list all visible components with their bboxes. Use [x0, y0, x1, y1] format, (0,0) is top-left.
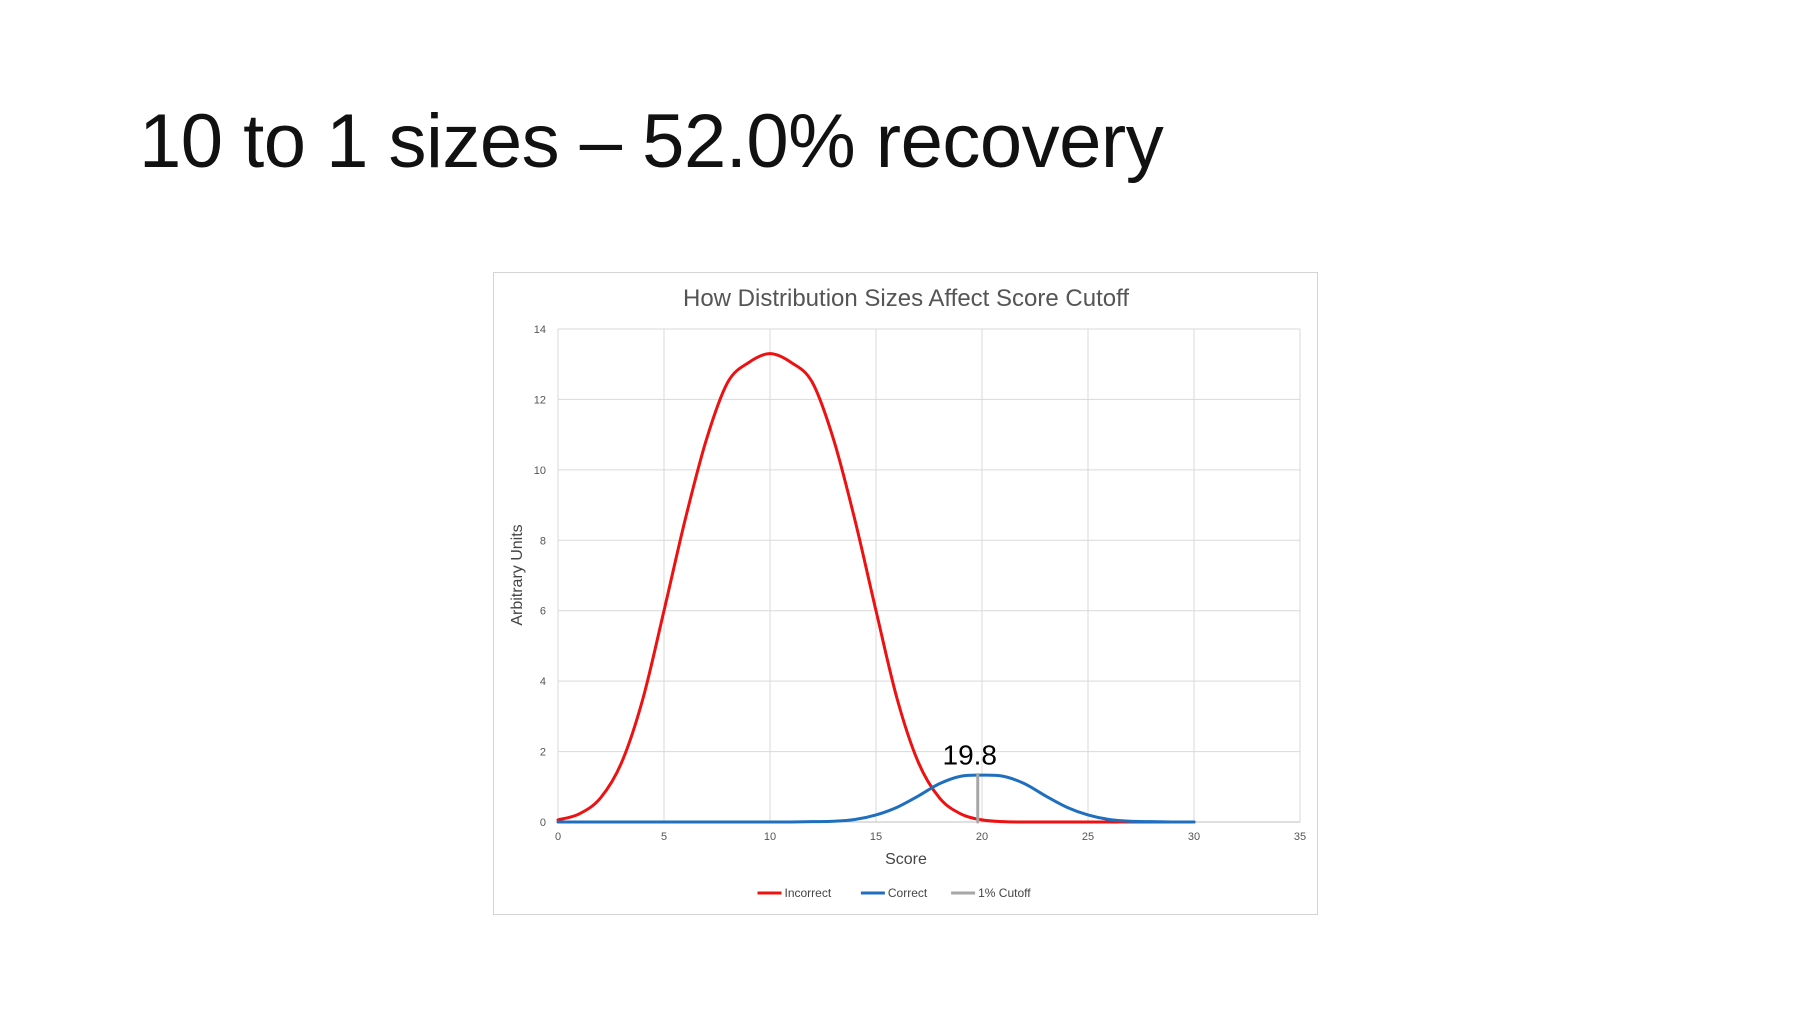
x-tick-label: 35	[1294, 831, 1306, 843]
series-line-correct	[556, 773, 1196, 824]
y-tick-label: 4	[540, 676, 546, 688]
chart-title: How Distribution Sizes Affect Score Cuto…	[683, 285, 1129, 312]
x-tick-label: 10	[764, 831, 776, 843]
y-tick-label: 10	[534, 465, 546, 477]
legend-label: Incorrect	[785, 886, 832, 900]
chart-svg: 0 2 4 6 8 10 12 14 0 5 10 15 20 25 30 35 How Distributi…	[509, 285, 1306, 900]
grid	[557, 328, 1301, 823]
x-axis-title: Score	[885, 851, 927, 868]
cutoff-annotation: 19.8	[943, 739, 998, 770]
chart-frame: 0 2 4 6 8 10 12 14 0 5 10 15 20 25 30 35 How Distributi…	[493, 272, 1318, 915]
y-axis-title: Arbitrary Units	[509, 524, 526, 625]
x-tick-label: 15	[870, 831, 882, 843]
legend-label: 1% Cutoff	[978, 886, 1031, 900]
y-tick-label: 6	[540, 606, 546, 618]
y-tick-label: 8	[540, 535, 546, 547]
y-tick-label: 0	[540, 817, 546, 829]
legend-label: Correct	[888, 886, 928, 900]
tick-labels: 0 2 4 6 8 10 12 14 0 5 10 15 20 25 30 35	[534, 324, 1306, 843]
x-tick-label: 25	[1082, 831, 1094, 843]
x-tick-label: 30	[1188, 831, 1200, 843]
x-tick-label: 0	[555, 831, 561, 843]
x-tick-label: 5	[661, 831, 667, 843]
series-layer	[556, 352, 1196, 824]
y-tick-label: 2	[540, 747, 546, 759]
series-line-incorrect	[556, 352, 1196, 824]
y-tick-label: 14	[534, 324, 546, 336]
annotations: 19.8	[943, 739, 998, 770]
x-tick-label: 20	[976, 831, 988, 843]
y-tick-label: 12	[534, 394, 546, 406]
slide-title: 10 to 1 sizes – 52.0% recovery	[139, 99, 1164, 184]
legend: Incorrect Correct 1% Cutoff	[757, 886, 1031, 900]
